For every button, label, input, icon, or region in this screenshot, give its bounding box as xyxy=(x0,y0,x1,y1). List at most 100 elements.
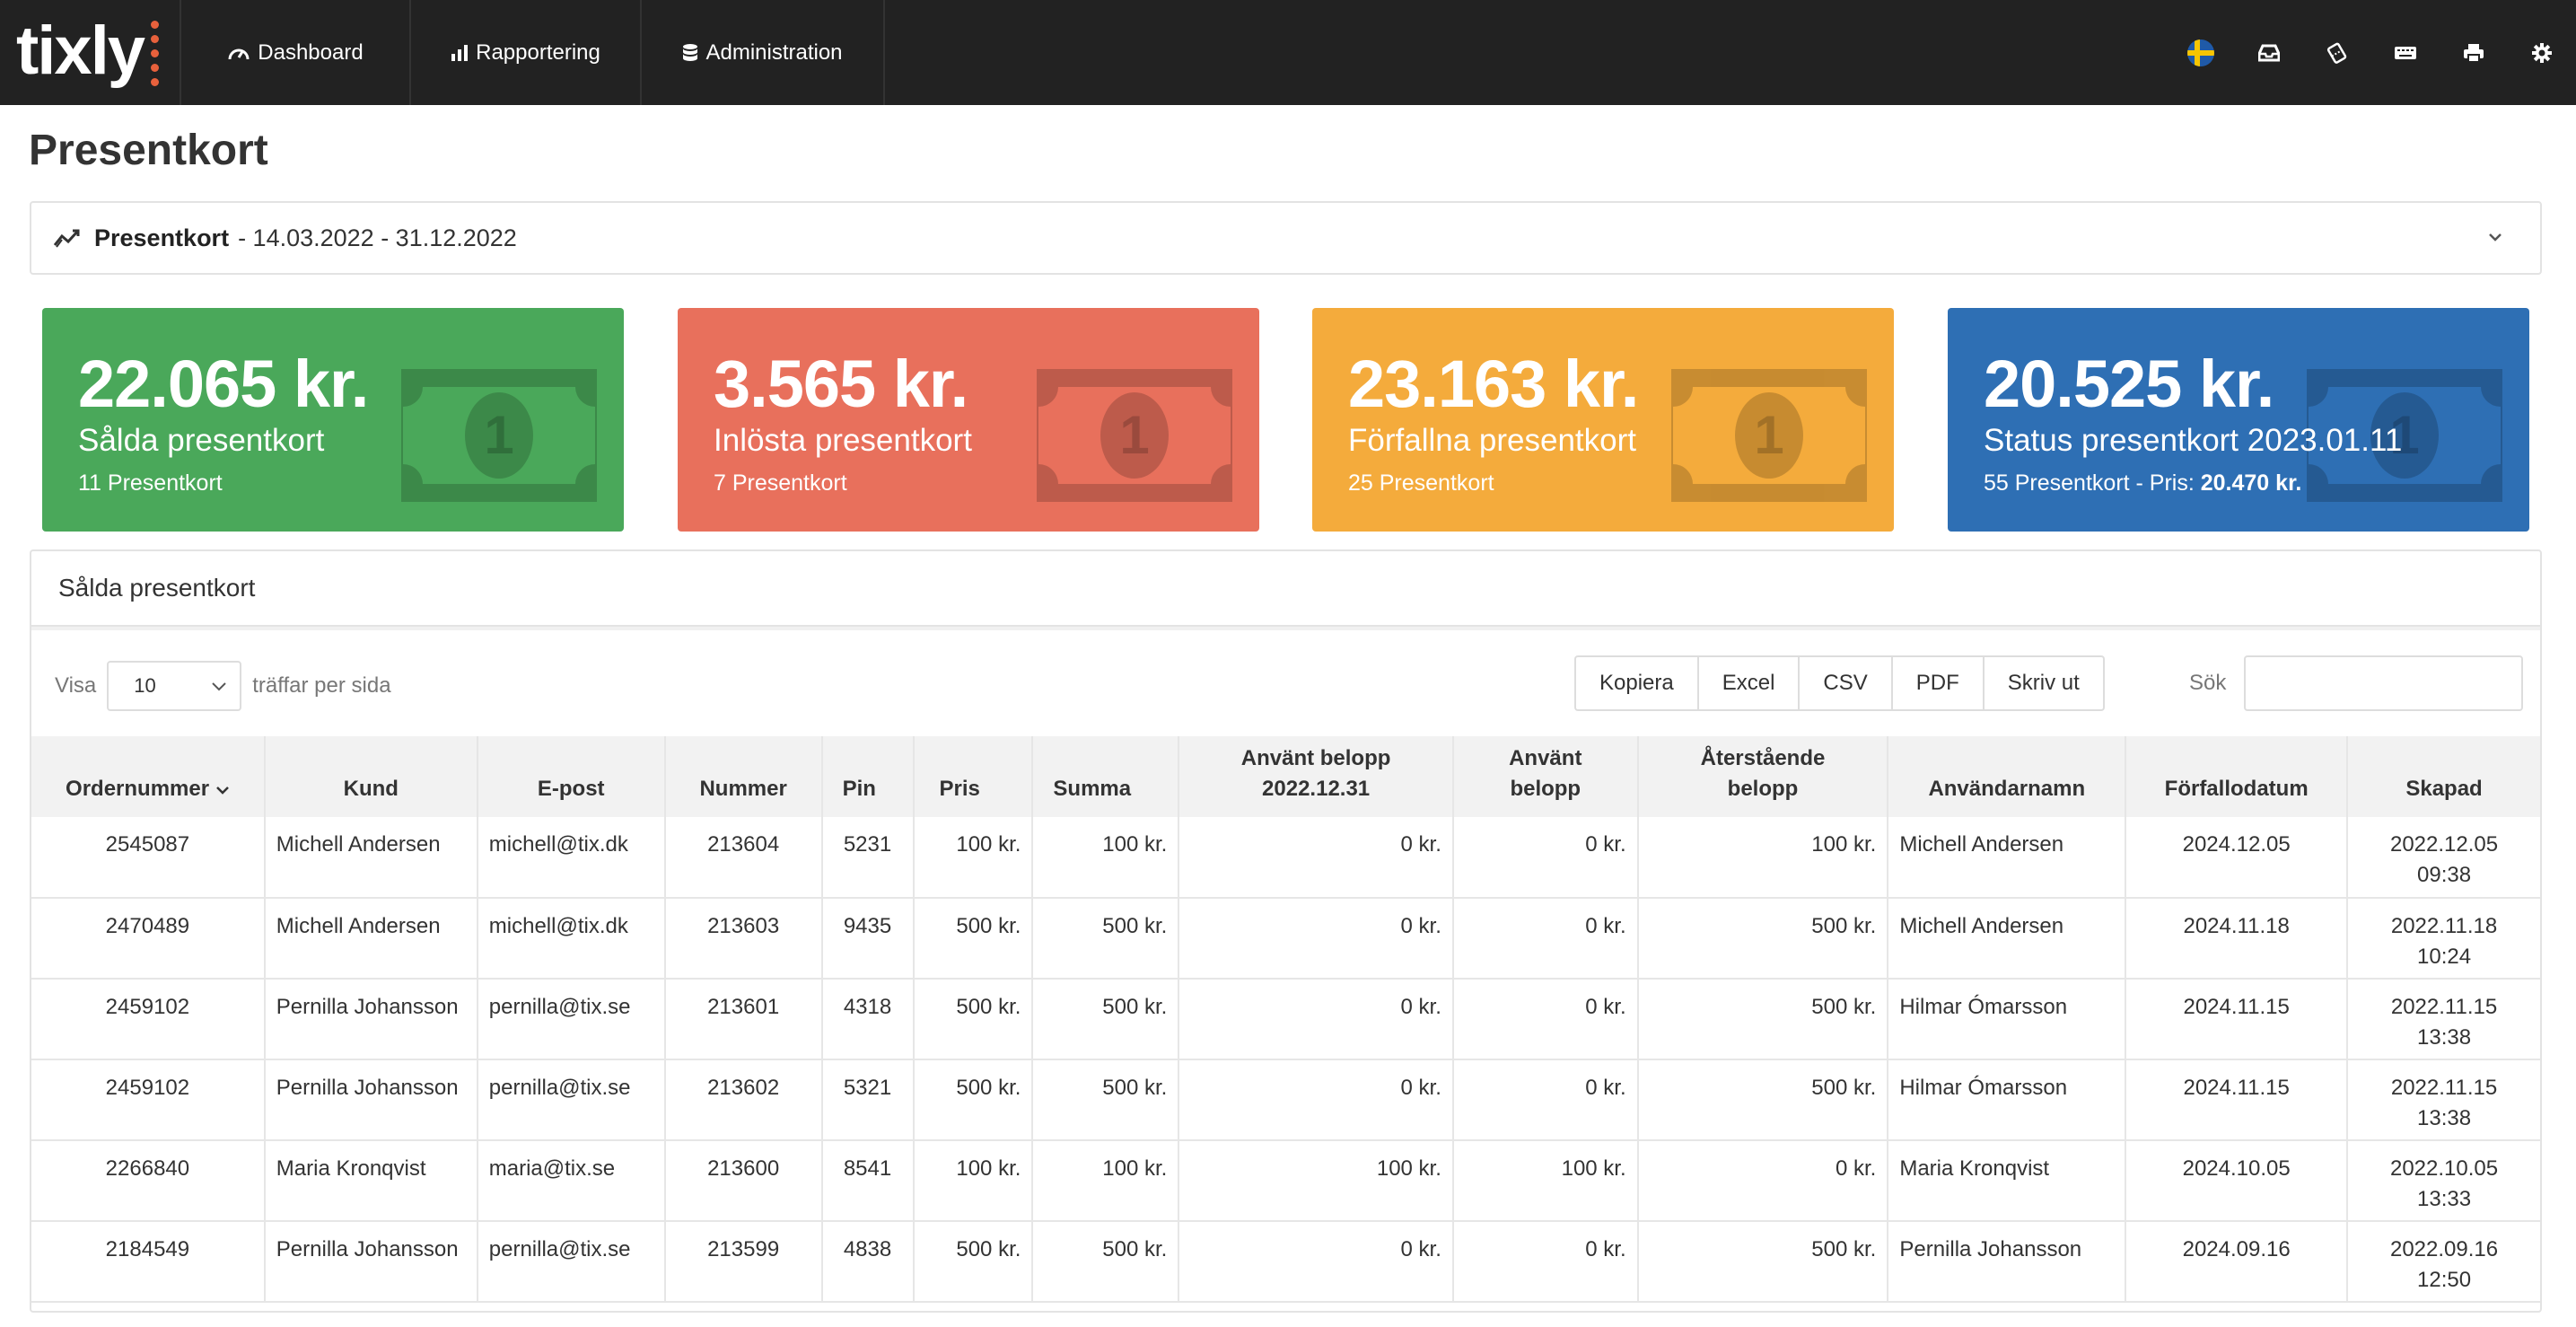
cell-kund: Maria Kronqvist xyxy=(264,1140,478,1222)
cell-summa: 500 kr. xyxy=(1032,898,1180,980)
cell-epost: maria@tix.se xyxy=(477,1140,666,1222)
main-nav: Dashboard Rapportering Administration xyxy=(180,0,885,105)
col-pris[interactable]: Pris xyxy=(913,736,1034,817)
stat-expired: 1 23.163 kr. Förfallna presentkort 25 Pr… xyxy=(1312,308,1894,532)
cell-anvandarnamn: Hilmar Ómarsson xyxy=(1888,979,2127,1060)
col-label: Återstående xyxy=(1700,746,1826,770)
cell-skapad: 2022.11.15 13:38 xyxy=(2347,1059,2540,1141)
panel-title: Sålda presentkort xyxy=(31,551,2540,627)
stat-amount: 20.525 kr. xyxy=(1984,347,2274,421)
copy-button[interactable]: Kopiera xyxy=(1574,655,1699,711)
tixly-logo[interactable]: tixly xyxy=(16,11,160,92)
created-time: 13:33 xyxy=(2417,1187,2472,1211)
money-bill-icon: 1 xyxy=(401,369,597,502)
cell-text: 2545087 xyxy=(105,832,190,857)
col-anvant-belopp[interactable]: Använt belopp xyxy=(1452,736,1639,817)
cell-text: Maria Kronqvist xyxy=(1899,1156,2050,1181)
print-button[interactable] xyxy=(2440,0,2508,105)
pdf-button[interactable]: PDF xyxy=(1892,655,1985,711)
cell-skapad: 2022.10.05 13:33 xyxy=(2347,1140,2540,1222)
search-input[interactable] xyxy=(2244,655,2524,711)
excel-button[interactable]: Excel xyxy=(1698,655,1801,711)
cell-nummer: 213599 xyxy=(664,1221,823,1303)
cell-text: 4838 xyxy=(843,1237,892,1261)
period-panel[interactable]: Presentkort - 14.03.2022 - 31.12.2022 xyxy=(30,201,2542,275)
cell-skapad: 2022.12.05 09:38 xyxy=(2347,817,2540,899)
cell-text: Michell Andersen xyxy=(276,832,441,857)
nav-label: Dashboard xyxy=(258,40,364,65)
col-label: E-post xyxy=(537,777,605,801)
col-skapad[interactable]: Skapad xyxy=(2347,736,2540,817)
database-icon xyxy=(683,43,698,61)
stat-count: 7 Presentkort xyxy=(714,470,847,496)
cell-text: 0 kr. xyxy=(1400,1237,1441,1261)
col-anvant-belopp-date[interactable]: Använt belopp 2022.12.31 xyxy=(1178,736,1454,817)
giftcards-table: Ordernummer Kund E-post Nummer Pin Pris … xyxy=(31,736,2540,1303)
cell-text: 5231 xyxy=(843,832,892,857)
table-row[interactable]: 2470489 Michell Andersen michell@tix.dk 213… xyxy=(31,898,2540,980)
stat-label: Inlösta presentkort xyxy=(714,423,972,458)
col-aterstaende-belopp[interactable]: Återstående belopp xyxy=(1637,736,1889,817)
cell-text: 9435 xyxy=(843,914,892,938)
col-nummer[interactable]: Nummer xyxy=(664,736,823,817)
cell-text: Michell Andersen xyxy=(1899,832,2064,857)
table-row[interactable]: 2266840 Maria Kronqvist maria@tix.se 213600… xyxy=(31,1140,2540,1222)
stat-count: 25 Presentkort xyxy=(1348,470,1494,496)
col-kund[interactable]: Kund xyxy=(264,736,478,817)
inbox-button[interactable] xyxy=(2235,0,2303,105)
cell-pris: 100 kr. xyxy=(913,817,1034,899)
cell-epost: michell@tix.dk xyxy=(477,898,666,980)
cell-anvant-belopp-date: 0 kr. xyxy=(1178,1059,1454,1141)
col-summa[interactable]: Summa xyxy=(1032,736,1180,817)
cell-text: 2266840 xyxy=(105,1156,190,1181)
stat-amount: 22.065 kr. xyxy=(78,347,369,421)
col-forfallodatum[interactable]: Förfallodatum xyxy=(2125,736,2349,817)
cell-text: 213604 xyxy=(707,832,780,857)
cell-kund: Michell Andersen xyxy=(264,898,478,980)
cell-anvant-belopp-date: 0 kr. xyxy=(1178,1221,1454,1303)
col-pin[interactable]: Pin xyxy=(821,736,915,817)
nav-administration[interactable]: Administration xyxy=(642,0,885,105)
search-label: Sök xyxy=(2189,671,2227,695)
cell-aterstaende-belopp: 500 kr. xyxy=(1637,1059,1889,1141)
cell-pris: 500 kr. xyxy=(913,1059,1034,1141)
cell-nummer: 213602 xyxy=(664,1059,823,1141)
tickets-button[interactable] xyxy=(2303,0,2371,105)
nav-rapportering[interactable]: Rapportering xyxy=(411,0,642,105)
csv-button[interactable]: CSV xyxy=(1800,655,1893,711)
table-row[interactable]: 2545087 Michell Andersen michell@tix.dk 213… xyxy=(31,817,2540,899)
stat-count: 55 Presentkort - Pris: xyxy=(1984,470,2201,496)
col-epost[interactable]: E-post xyxy=(477,736,666,817)
cell-pris: 500 kr. xyxy=(913,1221,1034,1303)
nav-dashboard[interactable]: Dashboard xyxy=(180,0,411,105)
print-button[interactable]: Skriv ut xyxy=(1984,655,2105,711)
table-row[interactable]: 2459102 Pernilla Johansson pernilla@tix.se… xyxy=(31,979,2540,1060)
col-anvandarnamn[interactable]: Användarnamn xyxy=(1888,736,2127,817)
settings-button[interactable] xyxy=(2508,0,2576,105)
cell-text: 0 kr. xyxy=(1400,914,1441,938)
col-ordernummer[interactable]: Ordernummer xyxy=(31,736,266,817)
money-bill-icon: 1 xyxy=(1671,369,1867,502)
keyboard-button[interactable] xyxy=(2371,0,2440,105)
cell-text: 2024.09.16 xyxy=(2182,1237,2291,1261)
language-button[interactable] xyxy=(2167,0,2235,105)
col-label: Summa xyxy=(1053,777,1132,801)
col-label-line2: belopp xyxy=(1727,777,1799,801)
cell-text: 2459102 xyxy=(105,995,190,1019)
page-length-select[interactable]: 10 xyxy=(107,661,242,711)
col-label: Nummer xyxy=(699,777,787,801)
cell-pris: 100 kr. xyxy=(913,1140,1034,1222)
inbox-icon xyxy=(2258,44,2280,61)
cell-text: michell@tix.dk xyxy=(488,832,628,857)
cell-nummer: 213601 xyxy=(664,979,823,1060)
stat-label: Status presentkort 2023.01.11 xyxy=(1984,423,2403,458)
cell-text: 500 kr. xyxy=(1811,1237,1877,1261)
cell-text: 500 kr. xyxy=(956,995,1021,1019)
cell-anvant-belopp: 0 kr. xyxy=(1452,817,1639,899)
cell-pin: 4318 xyxy=(821,979,915,1060)
chevron-down-icon[interactable] xyxy=(2486,228,2504,246)
stat-status: 1 20.525 kr. Status presentkort 2023.01.… xyxy=(1948,308,2529,532)
table-row[interactable]: 2459102 Pernilla Johansson pernilla@tix.se… xyxy=(31,1059,2540,1141)
cell-ordernummer: 2459102 xyxy=(31,1059,266,1141)
table-row[interactable]: 2184549 Pernilla Johansson pernilla@tix.se… xyxy=(31,1221,2540,1303)
